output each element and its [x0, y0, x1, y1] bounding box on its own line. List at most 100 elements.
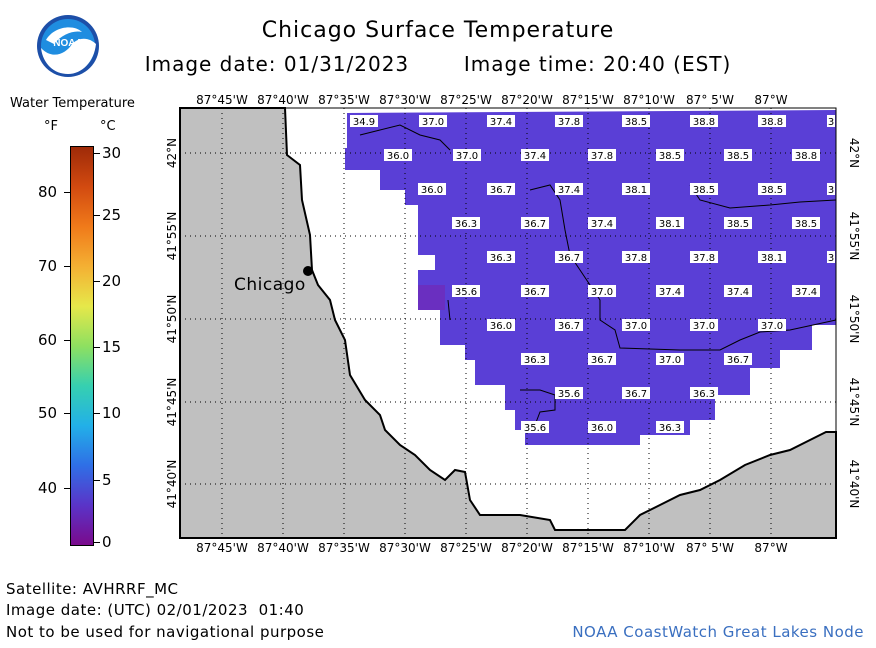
- temperature-label: 37.8: [591, 151, 613, 162]
- temperature-label-box: [792, 285, 820, 297]
- temperature-label: 37.4: [524, 151, 546, 162]
- temperature-label-box: [555, 183, 583, 195]
- celsius-tick: 5: [102, 471, 112, 489]
- longitude-label: 87° 5'W: [686, 541, 734, 555]
- temperature-label-box: [622, 183, 650, 195]
- temperature-label-box: [419, 115, 447, 127]
- celsius-tick: 10: [102, 404, 122, 422]
- temperature-label-box: [724, 149, 752, 161]
- temperature-label: 37.0: [693, 321, 715, 332]
- image-time: Image time: 20:40 (EST): [463, 52, 732, 76]
- satellite-info: Satellite: AVHRRF_MC: [6, 580, 179, 598]
- temperature-label-box: [521, 421, 549, 433]
- temperature-label-box: [521, 285, 549, 297]
- temperature-label-box: [350, 115, 378, 127]
- latitude-labels-right: 42°N 41°55'N 41°50'N 41°45'N 41°40'N: [847, 138, 861, 509]
- temperature-label: 38.5: [727, 219, 749, 230]
- temperature-label: 38.5: [625, 117, 647, 128]
- temperature-label: 35.6: [558, 389, 580, 400]
- temperature-label: 38.8: [761, 117, 783, 128]
- temperature-label-box: [758, 183, 786, 195]
- temperature-label: 36.7: [558, 321, 580, 332]
- city-marker-icon: [303, 266, 313, 276]
- temperature-label: 38.5: [761, 185, 783, 196]
- temperature-label-box: [487, 115, 515, 127]
- temperature-label: 36.3: [490, 253, 512, 264]
- temperature-label-box: [758, 251, 786, 263]
- temperature-label-box: [418, 183, 446, 195]
- longitude-label: 87°40'W: [257, 541, 309, 555]
- longitude-label: 87° 5'W: [686, 93, 734, 107]
- longitude-label: 87°30'W: [379, 541, 431, 555]
- temperature-label-box: [656, 285, 684, 297]
- temperature-label: 36.3: [693, 389, 715, 400]
- temperature-label: 37.4: [727, 287, 749, 298]
- temperature-label: 3: [828, 117, 834, 128]
- temperature-label: 36.0: [490, 321, 512, 332]
- temperature-labels: 34.9 37.0 37.4 37.8 38.5 38.8 38.8 3 36.0 37.0 37.…: [350, 115, 835, 434]
- temperature-label-box: [622, 319, 650, 331]
- temperature-label-box: [690, 387, 718, 399]
- image-datetime: Image date: 01/31/2023 Image time: 20:40…: [0, 52, 876, 76]
- temperature-label: 38.5: [693, 185, 715, 196]
- temperature-label-box: [555, 387, 583, 399]
- temperature-label-box: [827, 183, 835, 195]
- temperature-label: 38.8: [693, 117, 715, 128]
- temperature-label: 36.3: [659, 423, 681, 434]
- latitude-label: 42°N: [165, 138, 179, 168]
- legend-title: Water Temperature: [10, 96, 135, 111]
- temperature-label-box: [588, 353, 616, 365]
- latitude-label: 41°40'N: [165, 460, 179, 509]
- longitude-label: 87°30'W: [379, 93, 431, 107]
- fahrenheit-tick: 70: [38, 257, 58, 275]
- temperature-label: 37.4: [795, 287, 817, 298]
- temperature-label: 37.4: [490, 117, 512, 128]
- temperature-label: 38.1: [625, 185, 647, 196]
- temperature-label-box: [827, 251, 835, 263]
- temperature-label-box: [622, 115, 650, 127]
- utc-date: Image date: (UTC) 02/01/2023 01:40: [6, 601, 305, 619]
- celsius-tick: 15: [102, 338, 122, 356]
- celsius-tick: 25: [102, 206, 122, 224]
- longitude-label: 87°15'W: [562, 541, 614, 555]
- temperature-label-box: [588, 149, 616, 161]
- temperature-label: 38.1: [761, 253, 783, 264]
- latitude-label: 41°50'N: [847, 295, 861, 344]
- temperature-label-box: [521, 149, 549, 161]
- longitude-label: 87°40'W: [257, 93, 309, 107]
- node-credit: NOAA CoastWatch Great Lakes Node: [572, 623, 864, 641]
- fahrenheit-tick: 50: [38, 404, 58, 422]
- temperature-label: 3: [828, 253, 834, 264]
- latitude-label: 42°N: [847, 138, 861, 168]
- temperature-colorbar: [70, 146, 94, 546]
- temperature-label-box: [588, 285, 616, 297]
- land-area: [179, 107, 837, 539]
- celsius-tick: 30: [102, 144, 122, 162]
- longitude-labels-bottom: 87°45'W 87°40'W 87°35'W 87°30'W 87°25'W 87°20…: [196, 541, 788, 555]
- temperature-label: 38.1: [659, 219, 681, 230]
- longitude-label: 87°25'W: [440, 541, 492, 555]
- temperature-label: 36.7: [524, 219, 546, 230]
- temperature-label-box: [588, 421, 616, 433]
- longitude-label: 87°15'W: [562, 93, 614, 107]
- temperature-label-box: [521, 353, 549, 365]
- temperature-label: 36.0: [387, 151, 409, 162]
- temperature-label-box: [555, 115, 583, 127]
- longitude-label: 87°10'W: [623, 93, 675, 107]
- temperature-label-box: [452, 285, 480, 297]
- latitude-labels-left: 42°N 41°55'N 41°50'N 41°45'N 41°40'N: [165, 138, 179, 509]
- longitude-label: 87°45'W: [196, 541, 248, 555]
- temperature-label: 37.0: [591, 287, 613, 298]
- temperature-label-box: [792, 149, 820, 161]
- temperature-label: 36.0: [421, 185, 443, 196]
- temperature-label-box: [758, 319, 786, 331]
- temperature-label: 36.7: [490, 185, 512, 196]
- temperature-label-box: [724, 217, 752, 229]
- longitude-label: 87°25'W: [440, 93, 492, 107]
- longitude-label: 87°W: [754, 93, 787, 107]
- longitude-label: 87°45'W: [196, 93, 248, 107]
- temperature-label: 37.4: [659, 287, 681, 298]
- latitude-label: 41°55'N: [165, 212, 179, 261]
- temperature-label-box: [487, 251, 515, 263]
